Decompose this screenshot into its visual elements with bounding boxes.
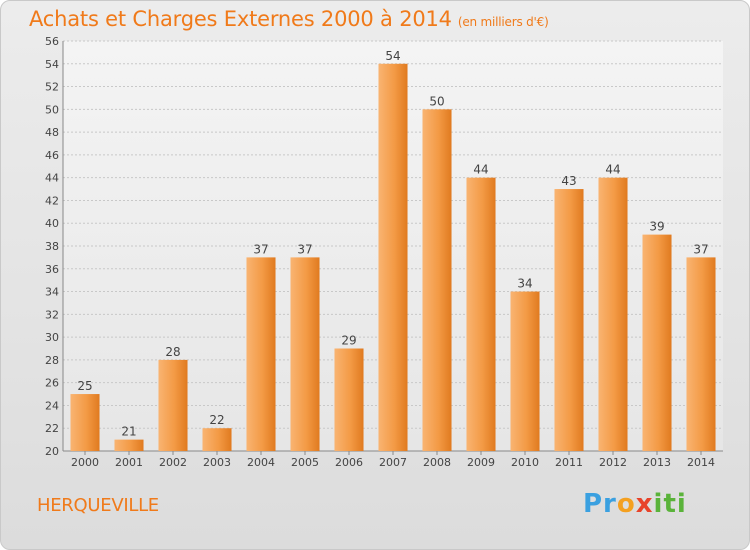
- chart-title: Achats et Charges Externes 2000 à 2014 (e…: [29, 7, 549, 31]
- data-label: 25: [77, 379, 92, 393]
- data-label: 22: [209, 413, 224, 427]
- x-tick-label: 2006: [335, 456, 363, 469]
- bar: [422, 109, 452, 451]
- x-tick-label: 2003: [203, 456, 231, 469]
- data-label: 50: [429, 94, 444, 108]
- data-label: 39: [649, 220, 664, 234]
- x-tick-label: 2009: [467, 456, 495, 469]
- data-label: 21: [121, 425, 136, 439]
- bar: [202, 428, 232, 451]
- bar: [510, 291, 540, 451]
- proxiti-logo[interactable]: Proxiti: [583, 489, 687, 519]
- bar: [158, 359, 188, 451]
- bar: [70, 394, 100, 451]
- x-tick-label: 2013: [643, 456, 671, 469]
- y-tick-label: 46: [45, 149, 59, 162]
- logo-part-o: o: [616, 489, 636, 519]
- data-label: 43: [561, 174, 576, 188]
- y-tick-label: 32: [45, 308, 59, 321]
- bar: [114, 439, 144, 451]
- bar: [334, 348, 364, 451]
- x-tick-label: 2010: [511, 456, 539, 469]
- data-label: 34: [517, 277, 532, 291]
- bar: [290, 257, 320, 451]
- y-tick-label: 28: [45, 354, 59, 367]
- x-tick-label: 2004: [247, 456, 275, 469]
- logo-part-pr: Pr: [583, 489, 617, 519]
- bar: [466, 177, 496, 451]
- x-tick-label: 2008: [423, 456, 451, 469]
- y-tick-label: 44: [45, 172, 59, 185]
- x-tick-label: 2005: [291, 456, 319, 469]
- x-tick-label: 2014: [687, 456, 715, 469]
- y-tick-label: 38: [45, 240, 59, 253]
- chart-subtitle: (en milliers d'€): [457, 15, 549, 29]
- data-label: 37: [693, 242, 708, 256]
- bar: [554, 189, 584, 452]
- y-tick-label: 40: [45, 217, 59, 230]
- data-label: 44: [473, 163, 488, 177]
- data-label: 29: [341, 334, 356, 348]
- x-tick-label: 2012: [599, 456, 627, 469]
- logo-part-iti: iti: [653, 489, 687, 519]
- x-tick-label: 2001: [115, 456, 143, 469]
- x-tick-label: 2007: [379, 456, 407, 469]
- bar: [686, 257, 716, 451]
- y-tick-label: 42: [45, 194, 59, 207]
- chart-title-text: Achats et Charges Externes 2000 à 2014: [29, 7, 452, 31]
- y-tick-label: 20: [45, 445, 59, 458]
- bar: [642, 234, 672, 451]
- bar: [378, 63, 408, 452]
- bar: [246, 257, 276, 451]
- x-tick-label: 2002: [159, 456, 187, 469]
- y-tick-label: 30: [45, 331, 59, 344]
- data-label: 54: [385, 49, 400, 63]
- y-tick-label: 48: [45, 126, 59, 139]
- y-tick-label: 34: [45, 286, 59, 299]
- data-label: 28: [165, 345, 180, 359]
- data-label: 37: [253, 242, 268, 256]
- y-tick-label: 54: [45, 58, 59, 71]
- y-tick-label: 52: [45, 81, 59, 94]
- data-label: 44: [605, 163, 620, 177]
- x-tick-label: 2000: [71, 456, 99, 469]
- data-label: 37: [297, 242, 312, 256]
- y-tick-label: 22: [45, 422, 59, 435]
- y-tick-label: 36: [45, 263, 59, 276]
- y-tick-label: 50: [45, 103, 59, 116]
- x-tick-label: 2011: [555, 456, 583, 469]
- y-tick-label: 26: [45, 377, 59, 390]
- bar: [598, 177, 628, 451]
- y-tick-label: 56: [45, 35, 59, 48]
- commune-name: HERQUEVILLE: [37, 495, 159, 516]
- y-tick-label: 24: [45, 399, 59, 412]
- logo-part-x: x: [635, 489, 654, 519]
